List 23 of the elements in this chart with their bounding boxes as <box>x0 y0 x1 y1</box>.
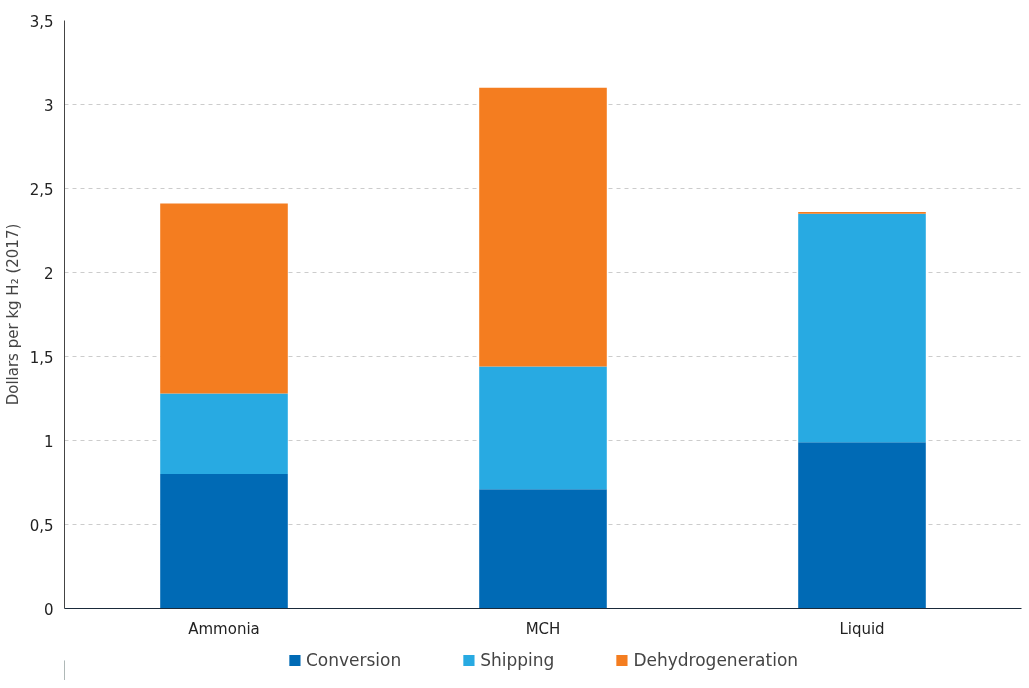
bar <box>160 393 288 475</box>
y-axis-title: Dollars per kg H₂ (2017) <box>3 223 22 406</box>
y-tick-label: 3 <box>43 96 54 115</box>
bar <box>160 203 288 394</box>
y-tick-label: 0 <box>43 600 54 619</box>
y-tick-label: 3,5 <box>29 12 54 31</box>
bar <box>479 87 607 367</box>
y-tick-label: 1 <box>43 432 54 451</box>
y-tick-label: 1,5 <box>29 348 54 367</box>
bar <box>479 489 607 609</box>
y-tick-label: 2 <box>43 264 54 283</box>
bar <box>798 213 926 443</box>
y-tick-label: 0,5 <box>29 516 54 535</box>
bar <box>798 442 926 609</box>
bar <box>160 474 288 609</box>
y-tick-label: 2,5 <box>29 180 54 199</box>
legend-label: Conversion <box>305 650 402 670</box>
legend-label: Dehydrogeneration <box>633 650 799 670</box>
legend-label: Shipping <box>480 650 555 670</box>
x-tick-label: Ammonia <box>188 619 260 638</box>
x-tick-label: MCH <box>525 619 561 638</box>
bar <box>479 366 607 490</box>
x-tick-label: Liquid <box>839 619 885 638</box>
